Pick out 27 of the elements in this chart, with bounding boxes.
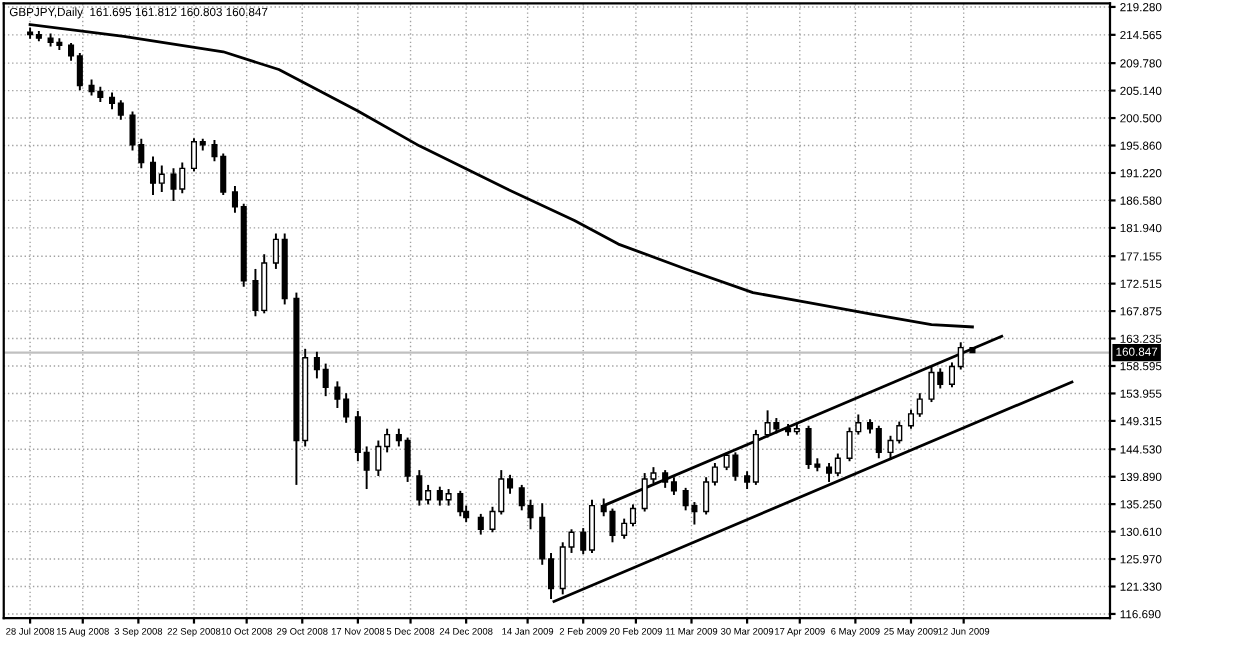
candlestick [416, 469, 423, 507]
candlestick [805, 424, 812, 470]
candlestick [826, 462, 833, 483]
candlestick [875, 424, 882, 460]
candlestick [322, 362, 329, 398]
candlestick [834, 452, 841, 477]
candlestick [629, 503, 637, 528]
candlestick [76, 52, 83, 92]
candlestick [252, 267, 259, 318]
candlestick [588, 498, 596, 554]
candlestick [170, 167, 177, 202]
candlestick [752, 428, 759, 486]
candlestick [117, 99, 124, 121]
candlestick [190, 137, 198, 173]
candlestick [764, 409, 771, 439]
candlestick [846, 426, 853, 463]
candlestick [158, 164, 165, 193]
candlestick [375, 439, 382, 477]
candlestick [682, 486, 689, 512]
candlestick [477, 512, 484, 536]
candlestick [149, 155, 157, 196]
candlestick [928, 365, 935, 404]
candlestick [404, 436, 411, 483]
candlestick [732, 451, 739, 482]
candlestick [916, 392, 923, 418]
candlestick [609, 507, 616, 544]
candlestick [457, 489, 464, 518]
